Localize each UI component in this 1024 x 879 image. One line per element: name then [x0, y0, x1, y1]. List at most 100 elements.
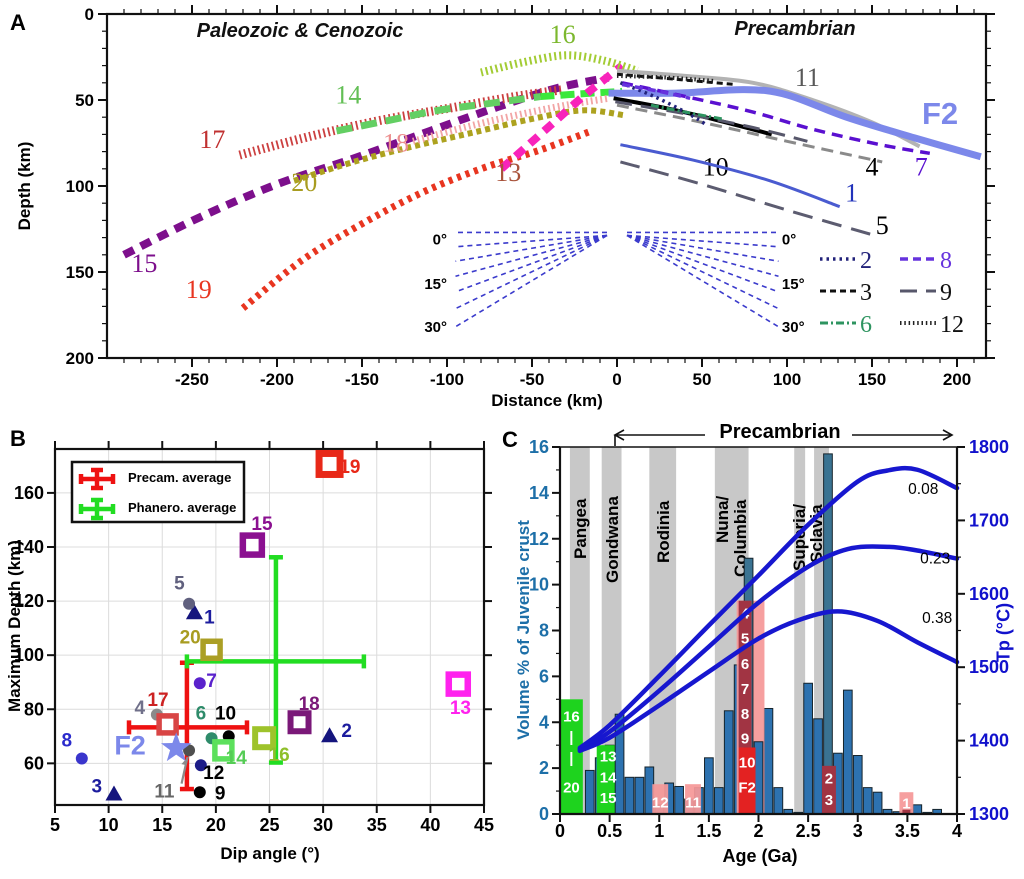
y-tick-label: 100	[66, 177, 94, 196]
curve-label-0.08: 0.08	[908, 481, 938, 498]
band-label-Columbia: Columbia	[731, 499, 750, 577]
x-tick-label: -200	[260, 370, 294, 389]
bar-1.5Ga	[704, 757, 714, 815]
panel-c-crust-histogram: Pangea Gondwana Rodinia Nuna/Columbia Superi…	[529, 429, 1009, 841]
y-tick-label: 140	[14, 537, 44, 557]
x-tick-label: -100	[430, 370, 464, 389]
band-Rodinia	[649, 447, 677, 814]
point-14	[212, 739, 235, 762]
slab-line-16	[480, 51, 639, 77]
yr-tick-label: 1600	[969, 584, 1009, 604]
point-label-1: 1	[204, 607, 215, 628]
point-13	[445, 671, 472, 697]
fan-ray-left	[455, 234, 608, 277]
fan-ray-right	[626, 234, 779, 248]
point-3	[105, 785, 123, 801]
panel-a-slab-profiles: -250 -200 -150 -100 -50 0 50 100 150 200050100150…	[66, 5, 995, 389]
slab-line-label-1: 1	[845, 178, 858, 207]
panel-c-left-ylabel: Volume % of Juvenile crust	[514, 520, 533, 740]
panel-b-legend-precambrian-average: Precam. average	[128, 470, 232, 485]
y-tick-label: 0	[85, 5, 94, 24]
fan-angle-label: 15°	[424, 276, 447, 293]
fan-angle-label: 0°	[782, 231, 796, 248]
point-label-5: 5	[174, 574, 185, 595]
slab-line-19	[240, 127, 593, 311]
yl-tick-label: 0	[539, 804, 549, 824]
bar-2.6Ga	[813, 718, 823, 815]
slab-line-20	[293, 107, 626, 184]
slab-line-label-14: 14	[335, 80, 361, 109]
x-tick-label: 30	[313, 815, 333, 835]
x-tick-label: 20	[206, 815, 226, 835]
precambrian-arrowhead-right	[942, 429, 954, 441]
fan-angle-label: 15°	[782, 276, 805, 293]
arrow-head	[181, 755, 190, 766]
y-tick-label: 120	[14, 591, 44, 611]
panel-c-xlabel: Age (Ga)	[722, 846, 798, 866]
point-7	[193, 677, 206, 690]
legend-label-8: 8	[940, 248, 952, 274]
panel-a-letter: A	[10, 10, 26, 35]
fan-ray-left	[455, 234, 608, 293]
box-label-8: 8	[741, 706, 749, 723]
x-tick-label: 200	[943, 370, 971, 389]
panel-c-precambrian-header: Precambrian	[719, 421, 841, 443]
point-label-10: 10	[215, 703, 236, 724]
y-tick-label: 50	[75, 91, 94, 110]
x-tick-label: 0.5	[597, 821, 622, 841]
band-label-Gondwana: Gondwana	[603, 496, 622, 583]
box-label-11: 11	[685, 795, 701, 812]
yl-tick-label: 14	[529, 483, 549, 503]
point-1	[185, 604, 203, 620]
bar-2.9Ga	[842, 689, 853, 815]
fan-ray-left	[455, 234, 608, 310]
point-label-19: 19	[339, 457, 360, 478]
fan-angle-label: 0°	[433, 231, 447, 248]
slab-line-6r	[650, 103, 723, 121]
point-label-14: 14	[226, 748, 248, 769]
overlay-box-pink	[685, 784, 701, 814]
slab-line-label-5: 5	[876, 211, 889, 240]
slab-line-label-4: 4	[866, 153, 879, 182]
point-label-20: 20	[180, 628, 201, 649]
point-12	[194, 759, 207, 772]
fan-angle-label: 30°	[424, 319, 447, 336]
yl-tick-label: 12	[529, 529, 549, 549]
yl-tick-label: 2	[539, 758, 549, 778]
slab-line-label-19: 19	[186, 275, 212, 304]
point-17	[156, 713, 179, 736]
point-F2	[160, 732, 192, 762]
slab-line-label-13: 13	[495, 158, 521, 187]
legend-label-9: 9	[940, 280, 952, 306]
point-label-6: 6	[196, 703, 207, 724]
band-label-Rodinia: Rodinia	[654, 500, 673, 563]
bar-1.2Ga	[674, 785, 684, 815]
slab-line-label-15: 15	[131, 249, 157, 278]
slab-line-15	[122, 73, 610, 259]
x-tick-label: 25	[259, 815, 279, 835]
slab-line-7r	[621, 81, 931, 156]
box-label-16: 16	[563, 709, 580, 726]
y-tick-label: 160	[14, 483, 44, 503]
point-label-18: 18	[299, 694, 320, 715]
box-label-7: 7	[741, 681, 749, 698]
overlay-box-red	[738, 747, 756, 814]
y-tick-label: 80	[24, 699, 44, 719]
bar-3Ga	[852, 755, 863, 815]
point-label-15: 15	[251, 514, 273, 535]
x-tick-label: 0	[555, 821, 565, 841]
x-tick-label: 35	[367, 815, 387, 835]
point-8	[75, 752, 88, 765]
overlay-box-pink	[899, 792, 914, 814]
band-Superia	[794, 447, 806, 814]
bar-2.5Ga	[803, 682, 813, 815]
x-tick-label: 1	[654, 821, 664, 841]
y-tick-label: 100	[14, 645, 44, 665]
box-label-|: |	[569, 750, 573, 767]
fan-ray-left	[455, 234, 608, 263]
yr-tick-label: 1700	[969, 510, 1009, 530]
point-label-12: 12	[203, 763, 224, 784]
panel-b-letter: B	[10, 426, 26, 451]
panel-a-f2-annotation: F2	[922, 96, 959, 131]
y-tick-label: 200	[66, 349, 94, 368]
